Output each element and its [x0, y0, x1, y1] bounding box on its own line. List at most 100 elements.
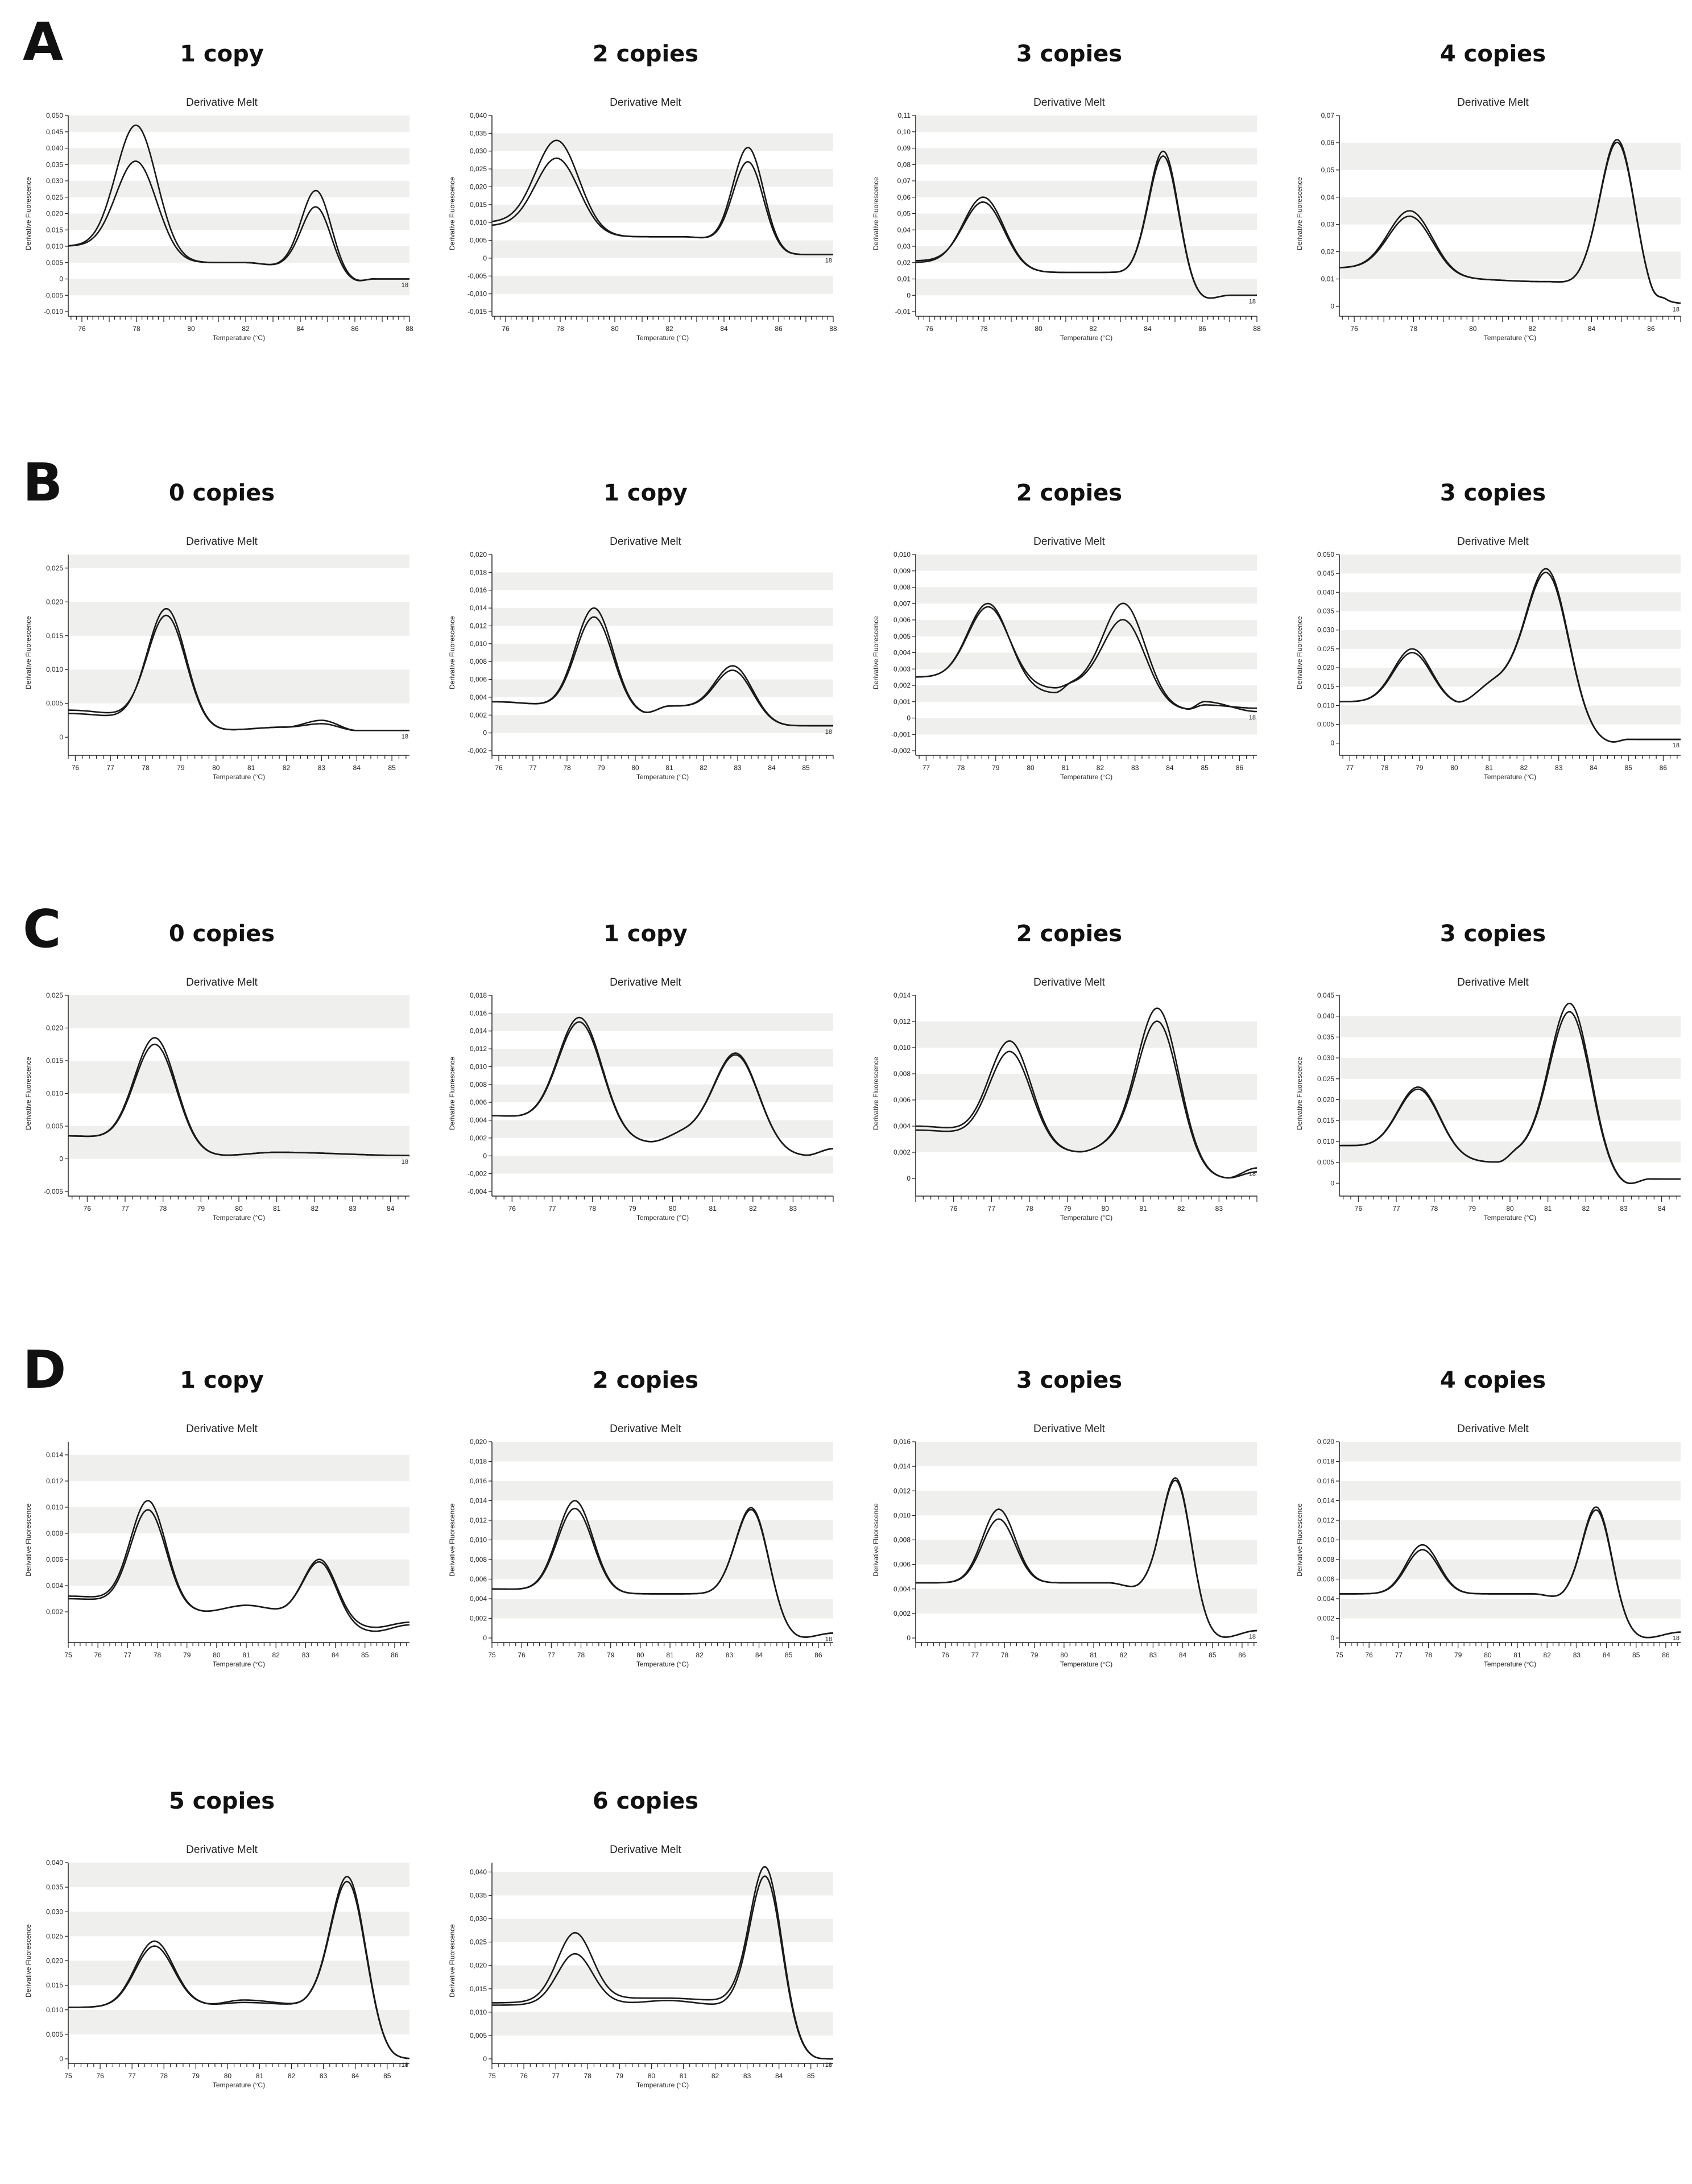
y-tick-label: 0,08	[897, 160, 911, 168]
y-tick-label: 0,040	[46, 1859, 63, 1867]
x-tick-label: 77	[128, 2072, 136, 2080]
grid-band	[68, 1863, 409, 1888]
grid-band	[492, 1156, 833, 1174]
y-tick-label: 0	[483, 254, 487, 262]
x-tick-label: 80	[235, 1205, 243, 1213]
x-tick-label: 77	[1392, 1205, 1400, 1213]
chart-subtitle: Derivative Melt	[186, 97, 258, 109]
y-tick-label: 0,025	[46, 991, 63, 999]
panel-title: 4 copies	[1440, 1367, 1546, 1393]
y-tick-label: 0,004	[470, 1595, 487, 1603]
x-axis-label: Temperature (°C)	[1060, 1660, 1112, 1668]
curve-end-label: 18	[825, 2062, 832, 2069]
x-tick-label: 80	[636, 1651, 644, 1659]
x-tick-label: 82	[288, 2072, 296, 2080]
x-tick-label: 88	[829, 325, 837, 333]
grid-band	[492, 572, 833, 590]
panel-title: 2 copies	[1016, 480, 1122, 506]
y-tick-label: 0,003	[893, 665, 911, 673]
x-tick-label: 82	[1177, 1205, 1185, 1213]
grid-band	[916, 279, 1257, 296]
y-tick-label: -0,015	[468, 308, 487, 316]
curve-end-label: 18	[825, 729, 832, 735]
x-tick-label: 81	[1090, 1651, 1098, 1659]
y-axis-label: Derivative Fluorescence	[872, 177, 880, 250]
x-tick-label: 84	[720, 325, 728, 333]
melt-curve-2	[1339, 572, 1681, 743]
y-tick-label: 0,050	[46, 111, 63, 119]
y-tick-label: 0	[907, 714, 911, 722]
y-tick-label: 0	[1330, 739, 1334, 747]
grid-band	[1339, 251, 1681, 279]
x-tick-label: 81	[1139, 1205, 1147, 1213]
y-tick-label: 0,035	[470, 129, 487, 137]
y-tick-label: 0,016	[470, 1477, 487, 1485]
curve-end-label: 18	[402, 282, 408, 289]
x-tick-label: 78	[160, 2072, 168, 2080]
chart-subtitle: Derivative Melt	[610, 536, 681, 548]
y-tick-label: -0,004	[468, 1188, 487, 1196]
melt-curve-2	[1339, 1509, 1681, 1639]
y-tick-label: 0	[483, 2055, 487, 2063]
y-tick-label: 0,015	[1317, 682, 1334, 690]
chart-subtitle: Derivative Melt	[1033, 977, 1105, 988]
melt-curve-2	[68, 1509, 409, 1632]
y-tick-label: -0,002	[891, 747, 911, 755]
grid-band	[916, 1021, 1257, 1048]
y-tick-label: 0,020	[1317, 1438, 1334, 1446]
y-tick-label: 0,005	[1317, 1159, 1334, 1167]
grid-band	[1339, 197, 1681, 225]
x-tick-label: 85	[1201, 764, 1209, 772]
x-tick-label: 84	[353, 764, 361, 772]
y-tick-label: 0,005	[46, 2030, 63, 2038]
x-tick-label: 78	[1430, 1205, 1438, 1213]
y-tick-label: 0,010	[46, 665, 63, 673]
chart-panel-7: 2 copies Derivative Melt -0,002 -0,001 0 0,00…	[872, 480, 1257, 781]
x-tick-label: 75	[64, 1651, 72, 1659]
y-tick-label: 0,002	[470, 1615, 487, 1623]
grid-band	[916, 115, 1257, 132]
y-tick-label: -0,005	[468, 272, 487, 280]
y-tick-label: 0,012	[46, 1477, 63, 1485]
x-tick-label: 80	[224, 2072, 232, 2080]
y-tick-label: 0,015	[46, 226, 63, 234]
y-tick-label: 0,010	[46, 2006, 63, 2014]
y-tick-label: 0,002	[1317, 1615, 1334, 1623]
y-tick-label: 0,010	[46, 1090, 63, 1098]
y-tick-label: 0,001	[893, 698, 911, 706]
y-tick-label: 0,005	[46, 1122, 63, 1130]
y-tick-label: 0,030	[1317, 626, 1334, 634]
x-tick-label: 77	[529, 764, 537, 772]
y-tick-label: 0,035	[470, 1892, 487, 1900]
x-tick-label: 78	[1410, 325, 1418, 333]
y-tick-label: 0,009	[893, 567, 911, 575]
x-tick-label: 82	[1120, 1651, 1128, 1659]
grid-band	[1339, 1058, 1681, 1079]
melt-curve-1	[915, 602, 1257, 713]
y-tick-label: 0,010	[470, 218, 487, 226]
x-tick-label: 80	[212, 764, 220, 772]
x-tick-label: 77	[548, 1205, 556, 1213]
y-tick-label: 0,018	[470, 991, 487, 999]
grid-band	[916, 718, 1257, 735]
chart-panel-17: 5 copies Derivative Melt 0 0,005 0,010 0,015 0…	[24, 1788, 410, 2089]
y-tick-label: 0,025	[46, 193, 63, 201]
y-tick-label: 0,004	[46, 1582, 63, 1590]
y-tick-label: 0,012	[893, 1487, 911, 1495]
grid-band	[492, 1013, 833, 1031]
curve-end-label: 18	[825, 258, 832, 264]
grid-band	[68, 555, 409, 568]
melt-curve-2	[68, 160, 409, 282]
y-tick-label: 0	[1330, 302, 1334, 310]
y-tick-label: -0,010	[44, 308, 63, 316]
panel-title: 0 copies	[169, 480, 275, 506]
x-tick-label: 80	[611, 325, 619, 333]
x-tick-label: 79	[177, 764, 185, 772]
y-tick-label: 0,008	[1317, 1556, 1334, 1563]
y-tick-label: 0,006	[46, 1556, 63, 1563]
chart-panel-10: 1 copy Derivative Melt -0,004 -0,002 0 0,002 0…	[448, 921, 834, 1222]
melt-curve-2	[1339, 142, 1681, 304]
chart-subtitle: Derivative Melt	[1033, 97, 1105, 109]
y-tick-label: 0,035	[46, 160, 63, 168]
